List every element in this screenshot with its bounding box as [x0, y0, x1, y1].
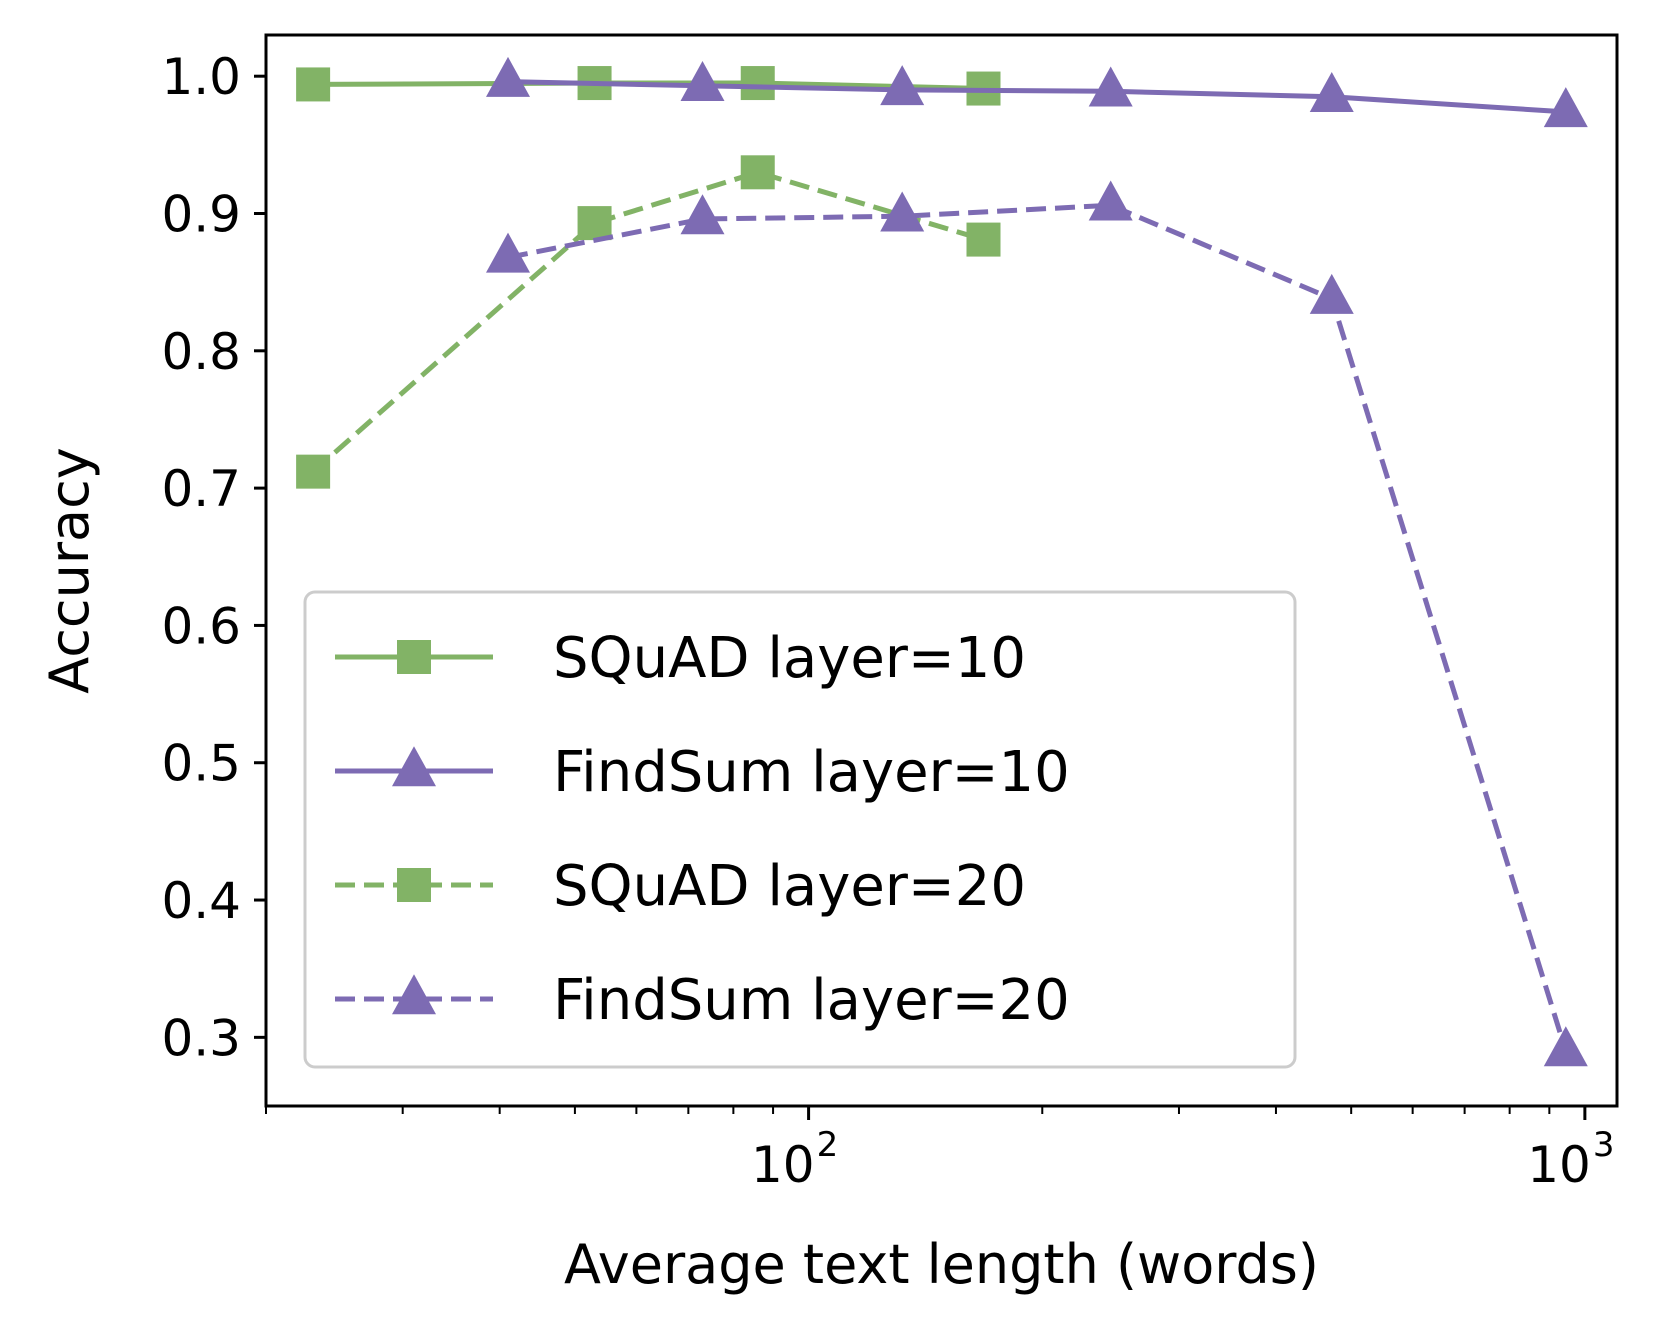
series-4-point [1309, 273, 1354, 314]
y-tick-label: 0.6 [161, 597, 241, 655]
legend-item: FindSum layer=20 [335, 968, 1070, 1033]
legend-box [303, 590, 1297, 1069]
legend-item: SQuAD layer=20 [335, 854, 1026, 919]
series-2-point [1543, 87, 1588, 128]
x-tick-exponent: 2 [817, 1125, 839, 1165]
series-3-point [296, 454, 331, 489]
y-tick-label: 0.7 [161, 460, 241, 518]
series-1-point [740, 66, 775, 101]
legend-label: FindSum layer=10 [553, 740, 1070, 805]
series-1-point [296, 67, 331, 102]
series-3-point [577, 206, 612, 241]
legend-triangle-marker [392, 974, 436, 1015]
series-2-point [680, 61, 725, 102]
legend-label: SQuAD layer=20 [553, 854, 1026, 919]
y-axis-label: Accuracy [38, 447, 101, 694]
plot-area [296, 56, 1588, 1067]
y-tick-label: 0.5 [161, 735, 241, 793]
x-tick-base: 10 [751, 1136, 815, 1194]
y-tick-label: 0.8 [161, 323, 241, 381]
legend-label: FindSum layer=20 [553, 968, 1070, 1033]
y-tick-label: 1.0 [161, 48, 241, 106]
plot-frame [264, 33, 1619, 1108]
x-tick-label: 10 3 [1527, 1125, 1614, 1194]
legend: SQuAD layer=10 FindSum layer=10 SQuAD laye… [303, 590, 1297, 1069]
series-4-point [880, 191, 925, 232]
series-4-point [486, 232, 531, 273]
legend-label: SQuAD layer=10 [553, 626, 1026, 691]
series-2-point [1309, 71, 1354, 112]
series-2-point [1088, 66, 1133, 107]
legend-item: SQuAD layer=10 [335, 626, 1026, 691]
x-axis-label: Average text length (words) [564, 1233, 1319, 1296]
legend-square-marker [397, 868, 431, 902]
series-3-point [966, 222, 1001, 257]
x-tick-label: 10 2 [751, 1125, 838, 1194]
series-3-line [311, 169, 985, 474]
series-2-point [486, 56, 531, 97]
series-4-point [1543, 1026, 1588, 1067]
legend-item: FindSum layer=10 [335, 740, 1070, 805]
y-tick-label: 0.9 [161, 186, 241, 244]
series-4-point [1088, 180, 1133, 221]
series-3 [296, 155, 1001, 489]
y-tick-label: 0.4 [161, 872, 241, 930]
series-4 [486, 180, 1588, 1067]
series-3-point [740, 155, 775, 190]
legend-square-marker [397, 640, 431, 674]
y-tick-label: 0.3 [161, 1009, 241, 1067]
series-2-line [507, 79, 1566, 115]
series-4-point [680, 194, 725, 235]
x-tick-exponent: 3 [1593, 1125, 1615, 1165]
series-4-line [507, 202, 1569, 1052]
legend-triangle-marker [392, 746, 436, 787]
series-2 [486, 56, 1588, 128]
x-tick-base: 10 [1527, 1136, 1591, 1194]
series-2-point [880, 65, 925, 106]
